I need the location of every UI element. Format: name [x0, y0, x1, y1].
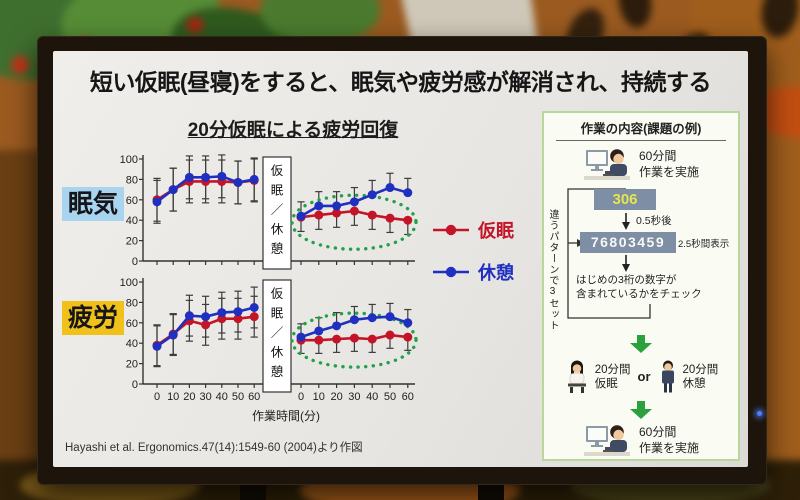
slide-title: 短い仮眠(昼寝)をすると、眠気や疲労感が解消され、持続する [89, 69, 712, 95]
slide-screen: 短い仮眠(昼寝)をすると、眠気や疲労感が解消され、持続する 20分仮眠による疲労… [53, 51, 748, 467]
work-step-bottom: 60分間 作業を実施 [550, 420, 732, 462]
computer-work-icon [583, 149, 630, 180]
svg-text:60: 60 [126, 318, 138, 330]
svg-text:20: 20 [126, 359, 138, 371]
svg-text:60: 60 [248, 391, 260, 403]
svg-text:10: 10 [313, 391, 325, 403]
rest-option-label: 20分間 休憩 [682, 363, 719, 390]
svg-text:20: 20 [183, 391, 195, 403]
rest-person-icon [661, 360, 674, 393]
nap-person-icon [567, 360, 586, 393]
target-number-box: 306 [594, 189, 656, 210]
work-duration: 60分間 [638, 149, 677, 164]
monitor-stand-right [478, 480, 504, 500]
svg-text:作業時間(分): 作業時間(分) [252, 409, 320, 423]
down-arrow-icon [630, 401, 652, 419]
power-led-icon [757, 411, 762, 416]
legend-item-rest: 休憩 [433, 259, 514, 285]
svg-text:0: 0 [132, 379, 138, 391]
work-step-text: 60分間 作業を実施 [639, 149, 699, 180]
svg-text:／: ／ [271, 203, 284, 217]
monitor: 短い仮眠(昼寝)をすると、眠気や疲労感が解消され、持続する 20分仮眠による疲労… [37, 36, 767, 485]
loop-label: 違うパターンで3セット [547, 209, 558, 331]
sleepiness-label: 眠気 [62, 187, 124, 221]
work-step-top: 60分間 作業を実施 [550, 144, 732, 186]
display-number-box: 76803459 [580, 232, 676, 253]
fatigue-chart: 0 20 40 60 80 100 0 0 10 10 20 20 30 30 40 40 50 50 60 60 作業… [120, 277, 418, 423]
display-duration-label: 2.5秒間表示 [678, 239, 730, 250]
work-action: 作業を実施 [638, 165, 699, 179]
delay-label: 0.5秒後 [636, 215, 672, 227]
or-label: or [637, 368, 651, 384]
rest-line-marker-icon [433, 266, 469, 278]
svg-text:10: 10 [167, 391, 179, 403]
svg-text:80: 80 [126, 174, 138, 186]
svg-text:20: 20 [126, 236, 138, 248]
svg-text:仮: 仮 [271, 287, 284, 301]
svg-text:眠: 眠 [271, 307, 284, 321]
svg-text:50: 50 [384, 391, 396, 403]
computer-work-icon [583, 425, 630, 456]
check-instruction: はじめの3桁の数字が 含まれているかをチェック [576, 274, 702, 300]
svg-text:50: 50 [232, 391, 244, 403]
nap-line-marker-icon [433, 224, 469, 236]
svg-text:60: 60 [402, 391, 414, 403]
svg-text:60: 60 [126, 195, 138, 207]
svg-text:仮: 仮 [271, 164, 284, 178]
svg-text:30: 30 [348, 391, 360, 403]
svg-text:80: 80 [126, 297, 138, 309]
svg-text:100: 100 [120, 154, 138, 166]
citation: Hayashi et al. Ergonomics.47(14):1549-60… [65, 442, 363, 454]
legend-label-nap: 仮眠 [478, 221, 514, 241]
flow-loop-lines [567, 188, 651, 319]
nap-option-label: 20分間 仮眠 [594, 363, 631, 390]
svg-text:0: 0 [154, 391, 160, 403]
fatigue-label: 疲労 [62, 301, 124, 335]
svg-text:40: 40 [126, 215, 138, 227]
svg-text:40: 40 [126, 338, 138, 350]
panel-title: 作業の内容(課題の例) [556, 118, 726, 141]
svg-text:眠: 眠 [271, 184, 284, 198]
svg-text:休: 休 [271, 223, 284, 237]
nap-or-rest-row: 20分間 仮眠 or 20分間 休憩 [550, 354, 732, 400]
work-step-text: 60分間 作業を実施 [638, 425, 699, 455]
target-number: 306 [612, 191, 638, 208]
svg-text:0: 0 [298, 391, 304, 403]
svg-text:0: 0 [132, 256, 138, 268]
chart-legend: 仮眠 休憩 [433, 217, 514, 301]
svg-text:30: 30 [199, 391, 211, 403]
task-panel: 作業の内容(課題の例) 60分 [542, 111, 740, 461]
down-arrow-icon [630, 335, 652, 353]
svg-text:憩: 憩 [271, 241, 284, 256]
svg-text:20: 20 [330, 391, 342, 403]
svg-text:40: 40 [216, 391, 228, 403]
legend-label-rest: 休憩 [478, 263, 514, 283]
svg-text:100: 100 [120, 277, 138, 289]
svg-text:／: ／ [271, 326, 284, 340]
legend-item-nap: 仮眠 [433, 217, 514, 243]
task-flow: 306 0.5秒後 76803459 2.5秒間表示 はじめの3桁の数字が 含ま… [564, 186, 732, 334]
monitor-stand-left [240, 480, 266, 500]
svg-text:憩: 憩 [271, 364, 284, 379]
svg-text:休: 休 [271, 346, 284, 360]
chart-section-title: 20分仮眠による疲労回復 [187, 120, 399, 141]
sleepiness-chart: 0 20 40 60 80 100 仮眠 ／ 休憩 [120, 154, 418, 270]
svg-text:40: 40 [366, 391, 378, 403]
display-number: 76803459 [590, 234, 666, 250]
